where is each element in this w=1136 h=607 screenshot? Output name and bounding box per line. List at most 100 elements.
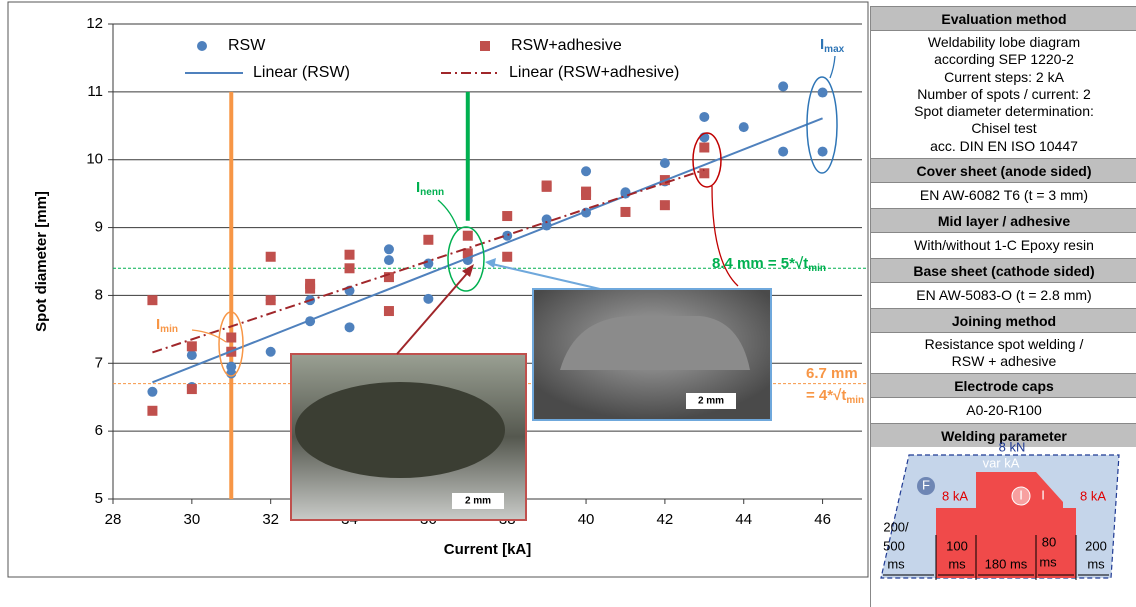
diagram-label: 8 kA [942, 488, 968, 503]
legend-label: RSW [228, 37, 266, 54]
table-header: Base sheet (cathode sided) [871, 258, 1136, 282]
marker [187, 350, 197, 360]
marker [660, 200, 670, 210]
marker [226, 368, 236, 378]
marker [345, 322, 355, 332]
marker [463, 231, 473, 241]
table-line: EN AW-5083-O (t = 2.8 mm) [871, 282, 1136, 308]
table-line: Weldability lobe diagram [871, 34, 1136, 51]
table-line: Chisel test [871, 120, 1136, 137]
scale-label: 2 mm [465, 496, 491, 507]
table-header: Evaluation method [871, 6, 1136, 30]
marker [226, 333, 236, 343]
chart: 5678910111228303234363840424446Current [… [0, 0, 870, 607]
annotation-sub: max [824, 44, 844, 55]
table-line: Current steps: 2 kA [871, 69, 1136, 86]
parameter-table: Evaluation method Weldability lobe diagr… [870, 6, 1136, 447]
y-axis-title: Spot diameter [mm] [33, 191, 50, 332]
marker [502, 211, 512, 221]
legend-marker [480, 41, 490, 51]
annotation: 6.7 mm [806, 365, 858, 382]
x-tick-label: 32 [262, 511, 279, 528]
phase-label: ms [1039, 554, 1057, 569]
table-header: Joining method [871, 308, 1136, 332]
marker [266, 347, 276, 357]
photo: 2 mm [533, 289, 771, 420]
table-line: A0-20-R100 [871, 397, 1136, 423]
marker [147, 387, 157, 397]
marker [660, 158, 670, 168]
y-tick-label: 7 [95, 354, 103, 371]
table-header: Mid layer / adhesive [871, 208, 1136, 232]
table-line: EN AW-6082 T6 (t = 3 mm) [871, 182, 1136, 208]
diagram-label: 8 kN [999, 440, 1026, 454]
y-tick-label: 11 [87, 83, 103, 100]
table-cell: Resistance spot welding / RSW + adhesive [871, 332, 1136, 373]
marker [384, 255, 394, 265]
marker [266, 252, 276, 262]
phase-label: ms [887, 556, 905, 571]
diagram-label: I [1019, 487, 1023, 502]
table-header: Electrode caps [871, 373, 1136, 397]
annotation-text: = 4*√t [806, 387, 846, 404]
marker [423, 235, 433, 245]
marker [699, 168, 709, 178]
y-tick-label: 12 [86, 15, 103, 32]
y-tick-label: 8 [95, 286, 103, 303]
marker [699, 143, 709, 153]
legend-marker [197, 41, 207, 51]
diagram-label: I [1041, 487, 1045, 502]
marker [147, 406, 157, 416]
scale-label: 2 mm [698, 396, 724, 407]
x-tick-label: 40 [578, 511, 595, 528]
phase-label: 200/ [883, 519, 909, 534]
annotation-sub: min [846, 395, 864, 406]
diagram-label: var kA [983, 455, 1020, 470]
marker [187, 384, 197, 394]
marker [384, 244, 394, 254]
marker [778, 147, 788, 157]
phase-label: ms [948, 556, 966, 571]
x-axis-title: Current [kA] [444, 541, 532, 558]
table-line: Resistance spot welding / [871, 336, 1136, 353]
table-header: Cover sheet (anode sided) [871, 158, 1136, 182]
annotation-sub: min [808, 263, 826, 274]
welding-diagram: 8 kN F var kA I I 8 kA 8 kA 200/ 500 ms … [870, 440, 1136, 607]
phase-label: 80 [1042, 534, 1056, 549]
annotation-text: 8.4 mm = 5*√t [712, 255, 808, 272]
y-tick-label: 6 [95, 422, 103, 439]
marker [699, 112, 709, 122]
phase-label: ms [1087, 556, 1105, 571]
y-tick-label: 10 [86, 151, 103, 168]
page: 5678910111228303234363840424446Current [… [0, 0, 1136, 607]
marker [542, 182, 552, 192]
legend-label: Linear (RSW+adhesive) [509, 64, 679, 81]
annotation-sub: nenn [420, 187, 444, 198]
annotation-text: 6.7 mm [806, 365, 858, 382]
marker [818, 147, 828, 157]
marker [502, 252, 512, 262]
marker [502, 231, 512, 241]
x-tick-label: 30 [183, 511, 200, 528]
marker [305, 284, 315, 294]
marker [266, 295, 276, 305]
table-line: With/without 1-C Epoxy resin [871, 232, 1136, 258]
diagram-label: F [922, 477, 930, 492]
marker [581, 166, 591, 176]
table-line: Spot diameter determination: [871, 103, 1136, 120]
marker [778, 81, 788, 91]
x-tick-label: 28 [105, 511, 122, 528]
table-line: RSW + adhesive [871, 353, 1136, 370]
table-line: acc. DIN EN ISO 10447 [871, 138, 1136, 155]
marker [345, 250, 355, 260]
table-cell: Weldability lobe diagram according SEP 1… [871, 30, 1136, 158]
marker [345, 263, 355, 273]
table-line: Number of spots / current: 2 [871, 86, 1136, 103]
marker [581, 190, 591, 200]
marker [423, 294, 433, 304]
marker [384, 306, 394, 316]
phase-label: 100 [946, 538, 968, 553]
marker [187, 341, 197, 351]
x-tick-label: 44 [735, 511, 752, 528]
marker [147, 295, 157, 305]
